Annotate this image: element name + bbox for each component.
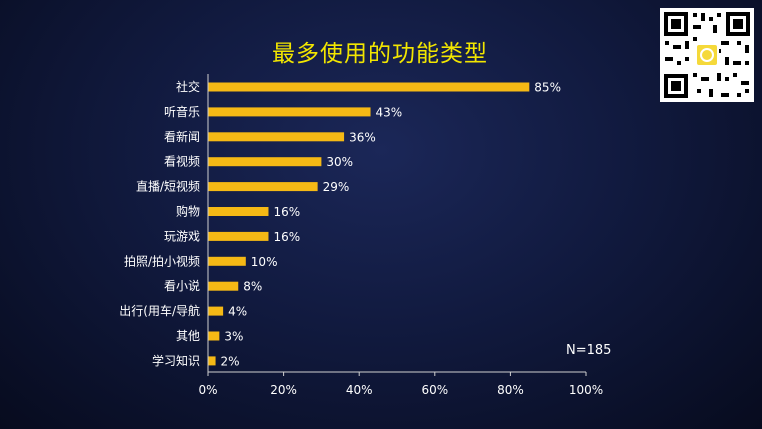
bar-8 <box>208 281 239 291</box>
category-label-2: 看新闻 <box>164 129 200 144</box>
category-label-9: 出行(用车/导航 <box>119 303 200 318</box>
value-label-2: 36% <box>349 130 376 144</box>
x-tick-label-0: 0% <box>198 383 217 397</box>
value-label-8: 8% <box>243 280 262 294</box>
bar-3 <box>208 157 322 167</box>
value-label-11: 2% <box>221 354 240 368</box>
bar-4 <box>208 182 318 192</box>
qr-code-image <box>660 8 754 102</box>
x-tick-label-4: 80% <box>497 383 524 397</box>
value-label-6: 16% <box>273 230 300 244</box>
bar-0 <box>208 82 530 92</box>
bar-7 <box>208 256 246 266</box>
sample-size-label: N=185 <box>566 343 612 358</box>
bar-5 <box>208 207 269 216</box>
value-label-4: 29% <box>323 180 350 194</box>
chart-title: 最多使用的功能类型 <box>272 41 488 67</box>
category-label-8: 看小说 <box>164 278 200 293</box>
category-label-10: 其他 <box>176 329 200 343</box>
bar-1 <box>208 107 371 117</box>
x-tick-label-1: 20% <box>270 383 297 397</box>
x-tick-label-2: 40% <box>346 383 373 397</box>
category-label-11: 学习知识 <box>152 353 200 368</box>
bars-layer <box>208 82 530 366</box>
bar-9 <box>208 306 224 316</box>
value-label-0: 85% <box>534 81 561 95</box>
value-label-7: 10% <box>251 255 278 269</box>
bar-2 <box>208 132 345 142</box>
value-label-10: 3% <box>224 330 243 344</box>
category-label-5: 购物 <box>176 204 200 219</box>
category-label-3: 看视频 <box>164 154 200 169</box>
bar-11 <box>208 356 216 366</box>
category-label-4: 直播/短视频 <box>136 179 200 194</box>
labels-layer: 社交 85% 听音乐 43% 看新闻 36% 看视频 30% 直播/短视频 29% 购物 16% 玩游戏… <box>119 79 561 368</box>
category-label-0: 社交 <box>176 79 200 94</box>
value-label-3: 30% <box>326 155 353 169</box>
value-label-5: 16% <box>273 205 300 219</box>
category-label-1: 听音乐 <box>164 104 200 119</box>
category-label-6: 玩游戏 <box>164 229 200 243</box>
bar-10 <box>208 331 220 341</box>
x-tick-label-5: 100% <box>569 383 603 397</box>
category-label-7: 拍照/拍小视频 <box>124 253 200 268</box>
value-label-1: 43% <box>376 105 403 119</box>
value-label-9: 4% <box>228 305 247 319</box>
bar-6 <box>208 231 269 241</box>
axis-layer: 0% 20% 40% 60% 80% 100% <box>198 74 603 397</box>
x-tick-label-3: 60% <box>421 383 448 397</box>
